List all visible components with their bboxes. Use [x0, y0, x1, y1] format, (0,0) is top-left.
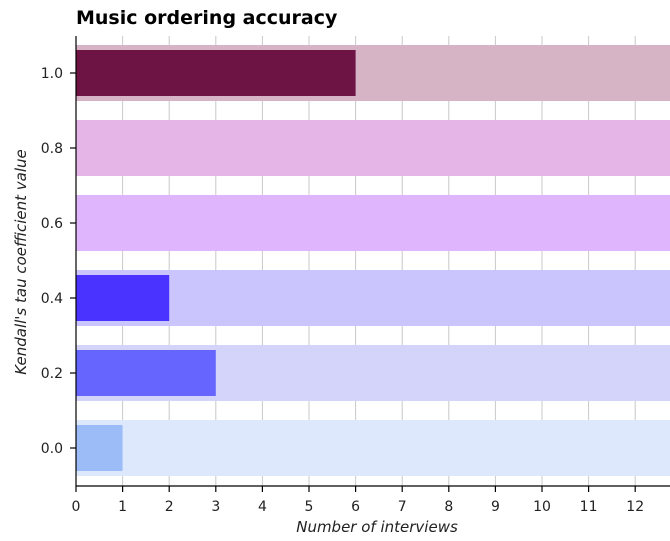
y-tick-label: 1.0 — [41, 66, 63, 82]
x-tick-label: 7 — [398, 499, 407, 515]
x-tick-label: 8 — [444, 499, 453, 515]
bars — [76, 50, 356, 471]
bar — [76, 50, 356, 96]
x-tick-label: 0 — [72, 499, 81, 515]
x-tick-label: 9 — [491, 499, 500, 515]
y-axis-label: Kendall's tau coefficient value — [12, 149, 30, 375]
bar — [76, 275, 170, 321]
x-tick-label: 5 — [305, 499, 314, 515]
x-tick-label: 6 — [351, 499, 360, 515]
y-tick-label: 0.8 — [41, 141, 63, 157]
x-tick-label: 11 — [580, 499, 598, 515]
y-ticks: 0.0 0.2 0.4 0.6 0.8 1.0 — [41, 66, 76, 457]
background-bar — [76, 270, 670, 326]
y-tick-label: 0.0 — [41, 441, 63, 457]
chart-title: Music ordering accuracy — [76, 7, 338, 29]
x-ticks: 0 1 2 3 4 5 6 7 8 9 10 11 12 — [72, 486, 644, 515]
y-tick-label: 0.6 — [41, 216, 63, 232]
x-tick-label: 2 — [165, 499, 174, 515]
x-tick-label: 12 — [626, 499, 644, 515]
x-tick-label: 4 — [258, 499, 267, 515]
x-tick-label: 10 — [533, 499, 551, 515]
bar — [76, 425, 123, 471]
y-tick-label: 0.2 — [41, 366, 63, 382]
x-axis-label: Number of interviews — [296, 518, 458, 536]
x-tick-label: 1 — [118, 499, 127, 515]
background-bar — [76, 420, 670, 476]
bar — [76, 350, 216, 396]
background-bar — [76, 195, 670, 251]
grid — [122, 36, 636, 486]
x-tick-label: 3 — [211, 499, 220, 515]
background-bar — [76, 120, 670, 176]
axes — [75, 36, 670, 487]
background-bars — [76, 45, 670, 476]
y-tick-label: 0.4 — [41, 291, 63, 307]
